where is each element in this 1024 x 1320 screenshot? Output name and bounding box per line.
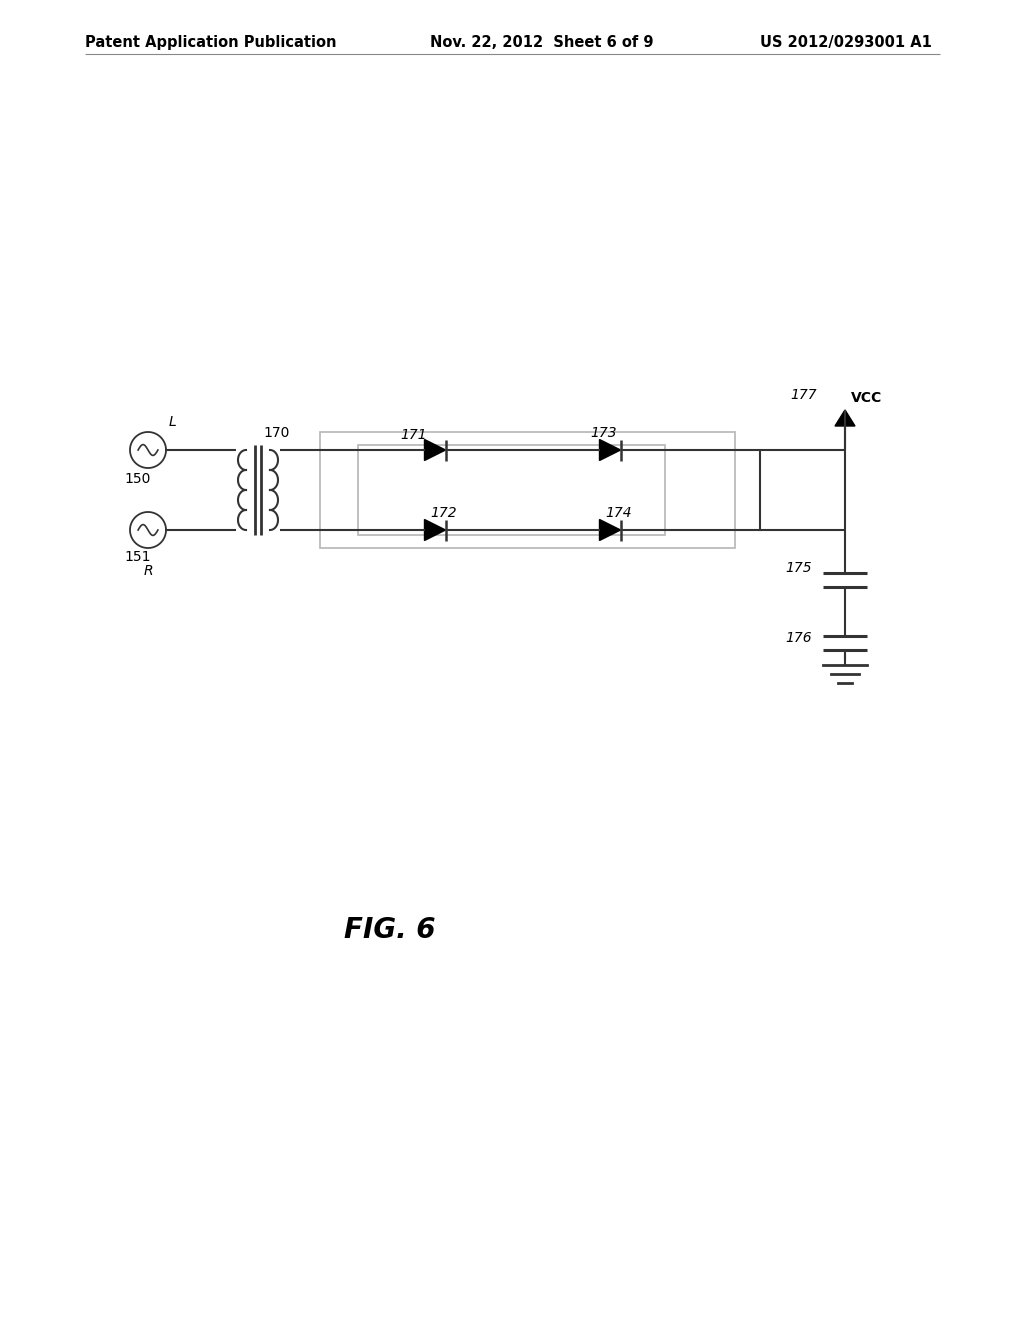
Bar bbox=[319, 432, 735, 548]
Text: 171: 171 bbox=[400, 428, 427, 442]
Text: L: L bbox=[169, 414, 177, 429]
Text: FIG. 6: FIG. 6 bbox=[344, 916, 436, 944]
Polygon shape bbox=[425, 440, 445, 461]
Polygon shape bbox=[599, 440, 621, 461]
Text: R: R bbox=[144, 564, 154, 578]
Polygon shape bbox=[599, 520, 621, 540]
Text: 172: 172 bbox=[430, 506, 457, 520]
Text: 176: 176 bbox=[785, 631, 812, 645]
Text: 151: 151 bbox=[124, 550, 151, 564]
Text: 175: 175 bbox=[785, 561, 812, 576]
Bar bbox=[358, 445, 665, 535]
Text: VCC: VCC bbox=[851, 391, 883, 405]
Text: 170: 170 bbox=[263, 426, 290, 440]
Text: Patent Application Publication: Patent Application Publication bbox=[85, 36, 337, 50]
Text: US 2012/0293001 A1: US 2012/0293001 A1 bbox=[760, 36, 932, 50]
Text: 150: 150 bbox=[124, 473, 151, 486]
Text: Nov. 22, 2012  Sheet 6 of 9: Nov. 22, 2012 Sheet 6 of 9 bbox=[430, 36, 653, 50]
Polygon shape bbox=[835, 411, 855, 426]
Text: 174: 174 bbox=[605, 506, 632, 520]
Text: 177: 177 bbox=[790, 388, 816, 403]
Text: 173: 173 bbox=[590, 426, 616, 440]
Polygon shape bbox=[425, 520, 445, 540]
